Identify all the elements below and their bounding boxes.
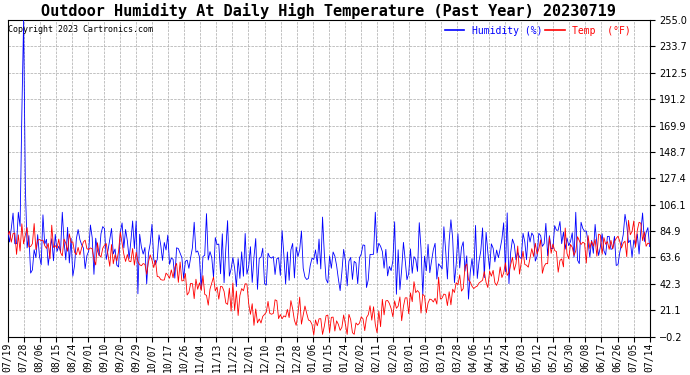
Text: Copyright 2023 Cartronics.com: Copyright 2023 Cartronics.com xyxy=(8,25,153,34)
Legend: Humidity (%), Temp  (°F): Humidity (%), Temp (°F) xyxy=(441,22,635,39)
Title: Outdoor Humidity At Daily High Temperature (Past Year) 20230719: Outdoor Humidity At Daily High Temperatu… xyxy=(41,3,616,19)
